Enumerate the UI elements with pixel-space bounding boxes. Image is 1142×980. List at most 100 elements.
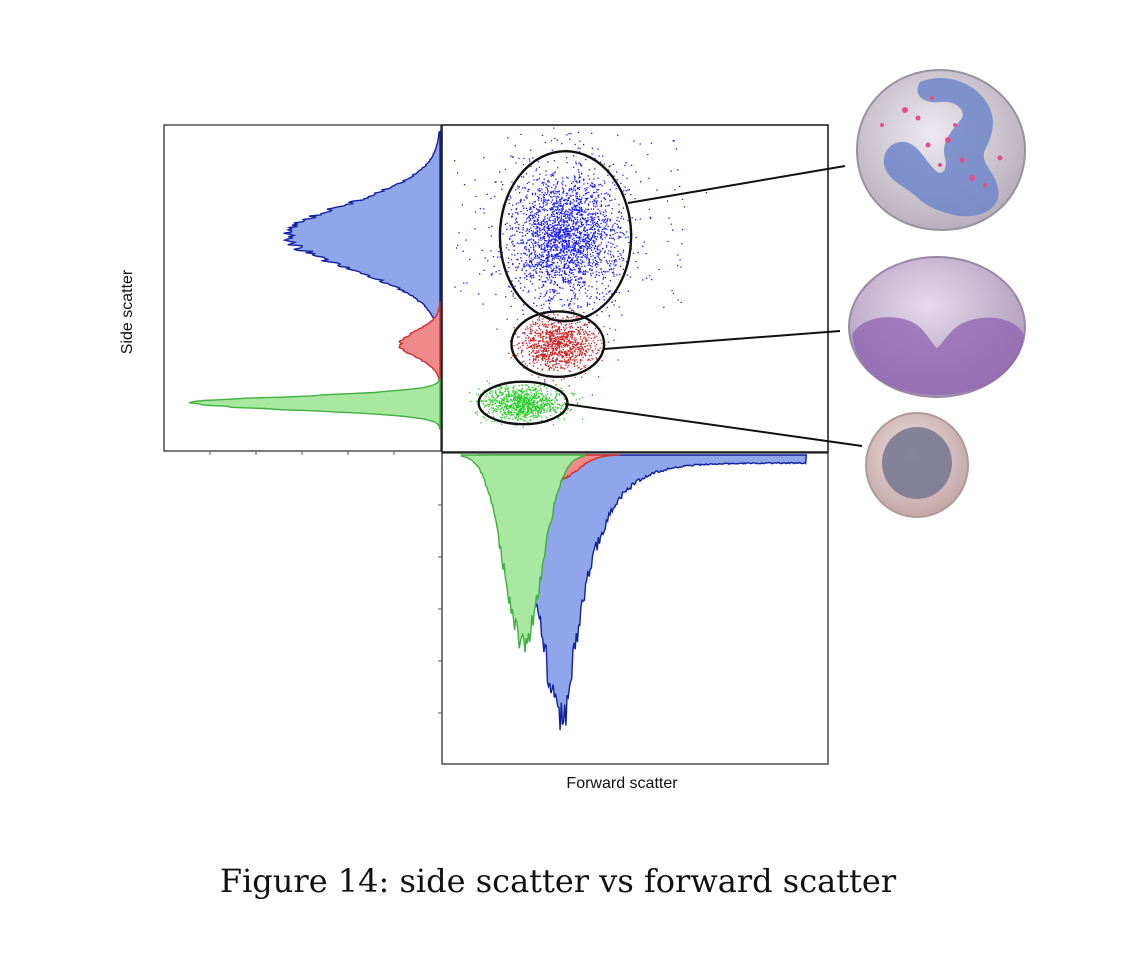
scatter-point bbox=[563, 236, 565, 238]
scatter-point bbox=[622, 251, 624, 253]
scatter-point bbox=[571, 246, 574, 248]
scatter-point bbox=[510, 407, 512, 409]
scatter-point bbox=[497, 395, 499, 397]
scatter-point bbox=[541, 222, 543, 225]
scatter-point bbox=[542, 350, 544, 352]
scatter-point bbox=[531, 386, 534, 388]
scatter-point bbox=[593, 232, 595, 234]
scatter-point bbox=[592, 186, 594, 188]
scatter-point bbox=[571, 212, 573, 215]
scatter-point bbox=[584, 255, 586, 257]
scatter-point bbox=[566, 195, 568, 197]
scatter-point bbox=[572, 353, 574, 355]
scatter-point bbox=[547, 402, 549, 405]
scatter-point bbox=[535, 414, 537, 417]
scatter-point bbox=[606, 261, 608, 263]
scatter-point bbox=[547, 321, 549, 323]
scatter-point bbox=[505, 408, 507, 410]
scatter-point bbox=[598, 219, 601, 221]
scatter-point bbox=[527, 346, 529, 348]
scatter-point bbox=[574, 222, 577, 224]
scatter-point bbox=[542, 408, 544, 410]
scatter-point bbox=[616, 232, 618, 234]
scatter-point bbox=[561, 143, 563, 145]
scatter-point bbox=[516, 413, 519, 415]
scatter-point bbox=[531, 411, 533, 413]
scatter-point bbox=[554, 215, 556, 218]
scatter-point bbox=[571, 207, 573, 209]
scatter-point bbox=[483, 417, 486, 419]
scatter-point bbox=[581, 346, 583, 348]
scatter-point bbox=[494, 403, 496, 405]
scatter-point bbox=[568, 250, 570, 252]
scatter-point bbox=[544, 347, 546, 349]
scatter-point bbox=[565, 209, 567, 211]
scatter-point bbox=[649, 275, 651, 277]
scatter-point bbox=[540, 261, 542, 263]
scatter-point bbox=[585, 349, 587, 351]
scatter-point bbox=[576, 216, 579, 218]
scatter-point bbox=[564, 273, 567, 275]
scatter-point bbox=[538, 196, 540, 198]
scatter-point bbox=[595, 296, 597, 298]
scatter-point bbox=[542, 203, 545, 205]
scatter-point bbox=[543, 220, 545, 222]
scatter-point bbox=[596, 212, 598, 215]
scatter-point bbox=[541, 403, 543, 406]
scatter-point bbox=[532, 389, 535, 391]
scatter-point bbox=[490, 399, 492, 401]
scatter-point bbox=[580, 213, 582, 216]
scatter-point bbox=[536, 346, 538, 348]
scatter-point bbox=[579, 239, 581, 241]
scatter-point bbox=[544, 192, 546, 194]
scatter-point bbox=[566, 248, 568, 250]
scatter-point bbox=[581, 261, 583, 264]
scatter-point bbox=[529, 214, 531, 217]
scatter-point bbox=[511, 234, 514, 236]
scatter-point bbox=[571, 355, 573, 357]
scatter-point bbox=[552, 365, 554, 367]
scatter-point bbox=[576, 198, 578, 200]
scatter-point bbox=[547, 192, 549, 194]
scatter-point bbox=[527, 217, 529, 219]
scatter-point bbox=[564, 227, 566, 229]
scatter-point bbox=[533, 220, 535, 222]
scatter-point bbox=[576, 265, 578, 267]
scatter-point bbox=[580, 252, 582, 254]
scatter-point bbox=[590, 221, 592, 223]
scatter-point bbox=[547, 351, 549, 353]
scatter-point bbox=[578, 211, 581, 213]
scatter-point bbox=[592, 217, 594, 219]
scatter-point bbox=[584, 350, 586, 352]
scatter-point bbox=[532, 403, 534, 405]
scatter-point bbox=[568, 218, 570, 221]
scatter-point bbox=[605, 271, 607, 273]
scatter-point bbox=[570, 227, 572, 229]
scatter-point bbox=[531, 192, 534, 195]
scatter-point bbox=[548, 227, 550, 229]
scatter-point bbox=[586, 251, 589, 253]
scatter-point bbox=[534, 212, 536, 215]
scatter-point bbox=[533, 396, 535, 398]
scatter-point bbox=[518, 411, 521, 414]
scatter-point bbox=[574, 228, 576, 230]
scatter-point bbox=[547, 246, 549, 248]
scatter-point bbox=[610, 268, 612, 270]
scatter-point bbox=[545, 324, 547, 326]
scatter-point bbox=[514, 297, 516, 299]
scatter-point bbox=[561, 354, 564, 357]
scatter-point bbox=[575, 234, 578, 236]
scatter-point bbox=[583, 273, 585, 275]
scatter-point bbox=[547, 257, 550, 259]
scatter-point bbox=[561, 209, 563, 211]
scatter-point bbox=[510, 412, 513, 414]
scatter-point bbox=[574, 190, 577, 192]
scatter-point bbox=[548, 256, 550, 258]
scatter-point bbox=[585, 256, 588, 258]
scatter-point bbox=[522, 205, 524, 207]
scatter-point bbox=[551, 239, 553, 241]
scatter-point bbox=[509, 195, 511, 197]
scatter-point bbox=[533, 384, 536, 386]
scatter-point bbox=[597, 339, 599, 341]
scatter-point bbox=[597, 228, 599, 230]
